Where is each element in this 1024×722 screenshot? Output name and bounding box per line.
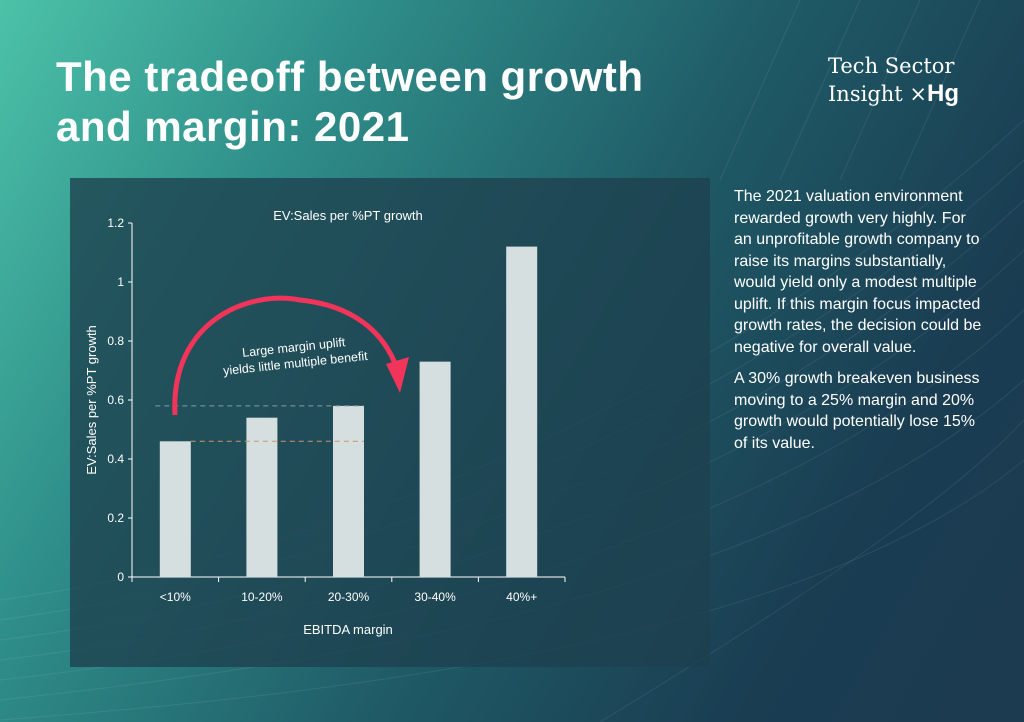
logo-brand: Hg	[927, 80, 960, 107]
x-axis-label: EBITDA margin	[303, 622, 393, 637]
body-text: The 2021 valuation environment rewarded …	[734, 186, 984, 464]
y-axis-label: EV:Sales per %PT growth	[84, 325, 99, 475]
page-title: The tradeoff between growth and margin: …	[56, 52, 644, 152]
arrow-head-icon	[386, 357, 409, 393]
y-tick-label: 0.6	[107, 393, 124, 407]
logo-line-2: Insight	[828, 82, 903, 106]
logo: Tech Sector Insight ×Hg	[828, 52, 959, 108]
title-line-2: and margin: 2021	[56, 103, 410, 150]
y-tick-label: 0.2	[107, 511, 124, 525]
x-tick-label: 20-30%	[328, 590, 370, 604]
x-tick-label: 30-40%	[414, 590, 456, 604]
y-tick-label: 1.2	[107, 216, 124, 230]
y-tick-label: 0.4	[107, 452, 124, 466]
bar-<10%	[159, 441, 191, 577]
bar-40%+	[506, 246, 538, 577]
x-tick-label: 40%+	[506, 590, 537, 604]
annotation: Large margin uplift yields little multip…	[172, 295, 409, 416]
bar-10-20%	[246, 417, 278, 577]
bar-30-40%	[419, 361, 451, 577]
logo-line-1: Tech Sector	[828, 54, 955, 78]
annotation-arrow	[172, 295, 401, 416]
x-tick-label: 10-20%	[241, 590, 283, 604]
y-tick-label: 1	[117, 275, 124, 289]
paragraph-2: A 30% growth breakeven business moving t…	[734, 370, 980, 452]
bar-20-30%	[333, 405, 364, 577]
chart-title: EV:Sales per %PT growth	[273, 208, 423, 223]
y-tick-label: 0	[117, 570, 124, 584]
chart-panel	[70, 178, 710, 667]
x-tick-label: <10%	[160, 590, 191, 604]
y-tick-label: 0.8	[107, 334, 124, 348]
logo-mark-icon: ×	[909, 82, 928, 106]
paragraph-1: The 2021 valuation environment rewarded …	[734, 188, 982, 356]
title-line-1: The tradeoff between growth	[56, 53, 644, 100]
